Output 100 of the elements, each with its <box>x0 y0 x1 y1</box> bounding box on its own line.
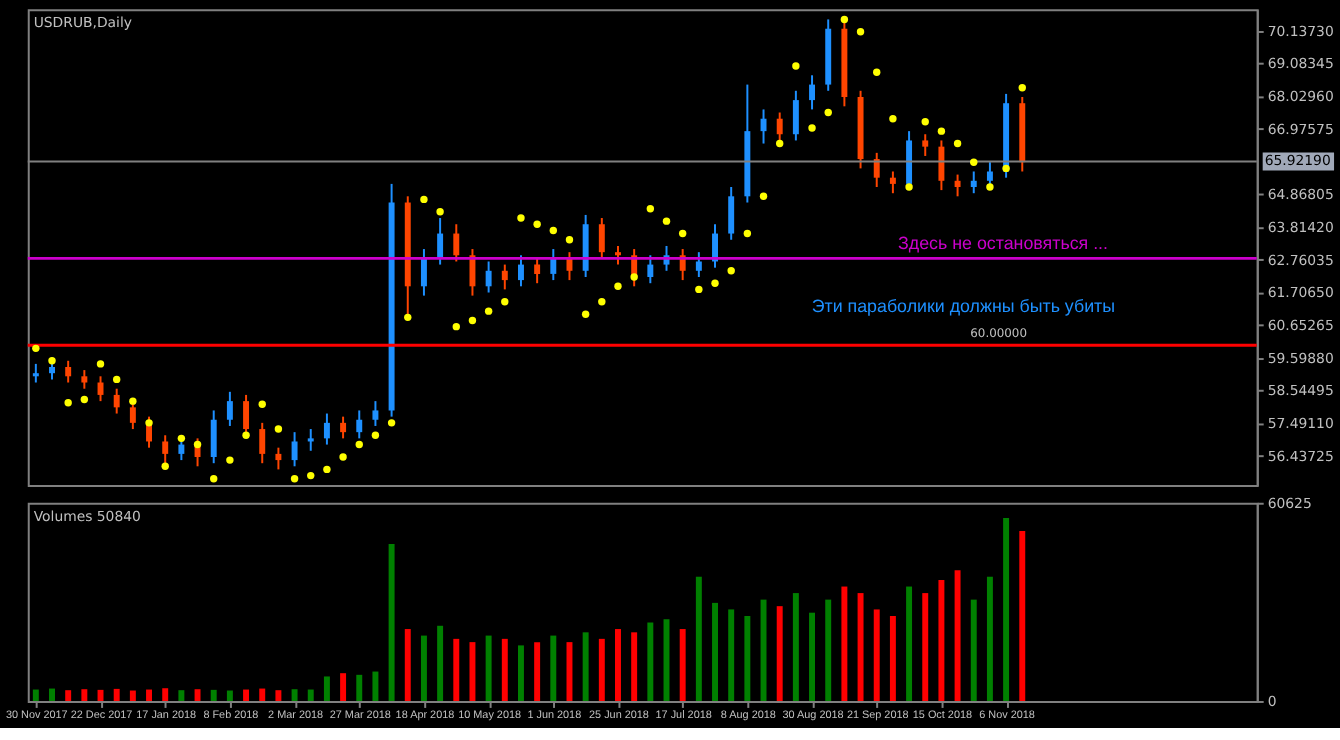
bar <box>453 638 460 701</box>
candlestick <box>65 359 72 384</box>
candlestick <box>889 170 896 195</box>
bar <box>679 629 686 701</box>
candlestick <box>437 217 444 266</box>
annotation: Эти параболики должны быть убиты <box>811 296 1116 317</box>
candlestick <box>550 248 557 282</box>
bar <box>356 674 363 701</box>
bar <box>857 593 864 701</box>
bar <box>501 638 508 701</box>
candlestick <box>728 186 735 241</box>
candlestick <box>582 213 589 278</box>
candlestick <box>291 431 298 468</box>
candlestick <box>113 387 120 415</box>
bar <box>113 688 120 701</box>
candlestick <box>32 362 39 384</box>
candlestick <box>954 173 961 198</box>
bar <box>1003 517 1010 701</box>
candlestick <box>178 434 185 462</box>
candlestick <box>323 412 330 446</box>
bar <box>631 632 638 701</box>
bar <box>889 615 896 701</box>
candlestick <box>501 263 508 291</box>
bar <box>534 642 541 701</box>
bar <box>485 635 492 701</box>
bar <box>194 689 201 701</box>
bar <box>986 576 993 701</box>
bar <box>388 544 395 701</box>
candlestick <box>792 89 799 142</box>
bar <box>760 599 767 701</box>
bar <box>49 688 55 701</box>
candlestick <box>420 248 427 297</box>
bar <box>598 638 605 701</box>
candlestick <box>307 428 314 452</box>
bar <box>146 689 153 701</box>
bar <box>841 586 848 701</box>
candlestick <box>776 111 783 145</box>
bar <box>615 629 621 701</box>
candlestick <box>986 161 993 188</box>
candlestick <box>873 151 880 188</box>
candlestick <box>356 409 363 440</box>
bar <box>129 690 136 701</box>
candlestick <box>469 248 476 297</box>
bar <box>259 688 266 701</box>
bar <box>210 689 217 701</box>
bar <box>275 690 282 701</box>
bar <box>809 612 816 701</box>
candlestick <box>598 217 605 260</box>
candlestick <box>695 251 702 278</box>
annotation: Здесь не остановяться ... <box>898 233 1109 254</box>
bar <box>938 580 945 701</box>
bar <box>323 676 330 701</box>
bar <box>582 632 589 701</box>
candlestick <box>809 74 816 111</box>
candlestick <box>226 390 233 427</box>
bar <box>550 635 557 701</box>
candlestick <box>485 260 492 294</box>
bar <box>162 688 169 701</box>
bar <box>372 671 379 701</box>
candlestick <box>534 257 541 285</box>
candlestick <box>906 130 913 192</box>
candlestick <box>453 223 460 263</box>
bar <box>744 615 751 701</box>
bar <box>420 635 427 701</box>
candlestick <box>970 170 977 195</box>
candlestick <box>922 133 929 157</box>
bar <box>178 690 185 701</box>
bar <box>647 622 654 701</box>
bar <box>1019 530 1026 701</box>
bar <box>776 606 783 701</box>
bar <box>226 690 233 701</box>
bar <box>695 576 702 701</box>
bar <box>65 690 72 701</box>
bar <box>404 629 411 701</box>
candlestick <box>760 108 767 145</box>
candlestick <box>210 409 217 465</box>
bar <box>712 602 718 701</box>
bar <box>340 673 347 701</box>
bar <box>922 593 929 701</box>
bar <box>307 689 314 701</box>
bar <box>728 609 735 701</box>
bar <box>243 689 250 701</box>
candlestick <box>340 415 347 440</box>
bar <box>792 593 799 701</box>
bar <box>825 599 832 701</box>
candlestick <box>259 421 266 465</box>
bar <box>437 625 444 701</box>
bar <box>954 570 961 701</box>
candlestick <box>129 400 136 431</box>
candlestick <box>49 356 55 381</box>
bar <box>469 642 476 701</box>
candlestick <box>372 400 379 427</box>
candlestick <box>81 369 88 390</box>
candlestick <box>243 393 250 437</box>
bar <box>291 689 298 701</box>
bar <box>970 599 977 701</box>
candlestick <box>275 446 282 471</box>
bar <box>81 689 88 701</box>
candlestick <box>615 244 621 266</box>
candlestick <box>647 254 654 285</box>
